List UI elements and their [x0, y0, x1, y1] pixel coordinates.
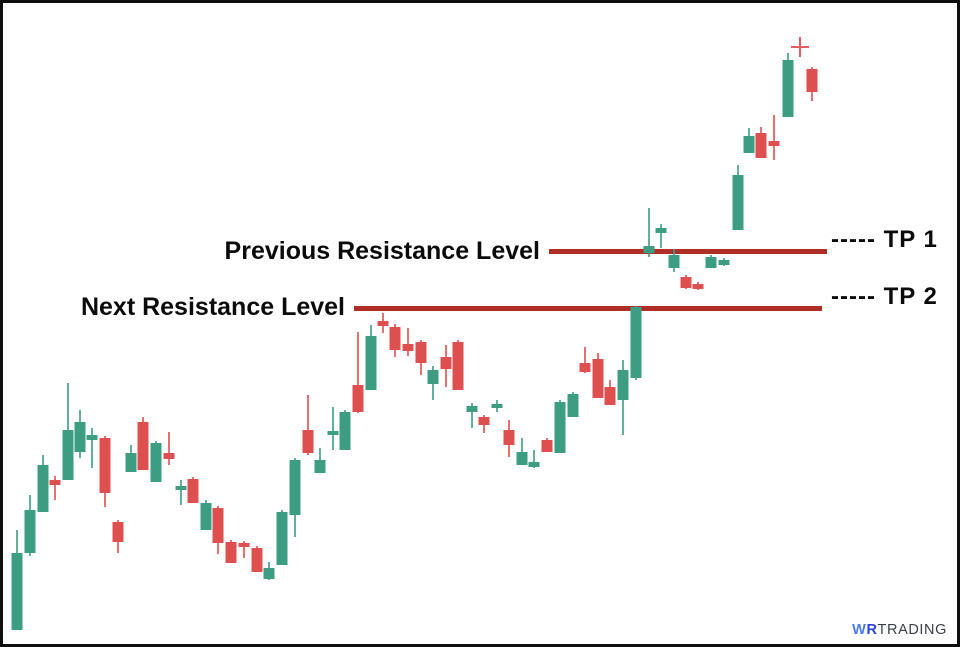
bull-candle [718, 260, 730, 265]
bull-candle [668, 255, 680, 268]
bear-candle [352, 385, 364, 412]
bull-candle [339, 412, 351, 450]
bull-candle [86, 435, 98, 440]
bull-candle [62, 430, 74, 480]
bear-candle [212, 508, 224, 543]
bear-candle [415, 342, 427, 363]
bear-candle [302, 430, 314, 453]
bear-candle [806, 69, 818, 92]
bear-candle [49, 480, 61, 485]
bear-candle [137, 422, 149, 470]
bear-candle [692, 284, 704, 289]
tp2-label: ----- TP 2 [831, 283, 938, 310]
bear-candle [755, 133, 767, 158]
bull-candle [516, 452, 528, 465]
bull-candle [643, 246, 655, 253]
logo-trading-text: TRADING [877, 622, 947, 638]
bull-candle [175, 486, 187, 490]
bull-candle [528, 462, 540, 467]
previous-resistance-label: Previous Resistance Level [224, 237, 540, 265]
bear-candle [592, 359, 604, 398]
logo-letter-r: R [866, 622, 878, 638]
bull-candle [200, 503, 212, 530]
bear-candle [478, 417, 490, 425]
bear-candle [680, 277, 692, 288]
bear-candle [579, 363, 591, 372]
bear-candle [604, 387, 616, 405]
bull-candle [125, 453, 137, 472]
bull-candle [74, 422, 86, 452]
bull-candle [24, 510, 36, 553]
tp1-label: ----- TP 1 [831, 226, 938, 253]
bear-candle [402, 344, 414, 351]
bull-candle [466, 406, 478, 412]
bull-candle [11, 553, 23, 630]
bear-candle [187, 479, 199, 503]
bull-candle [289, 460, 301, 515]
bear-candle [225, 542, 237, 563]
bull-candle [365, 336, 377, 390]
bear-candle [112, 522, 124, 542]
bear-candle [452, 342, 464, 390]
bear-candle [541, 440, 553, 452]
bull-candle [314, 460, 326, 473]
resistance-line [549, 249, 827, 254]
bear-candle [238, 543, 250, 547]
bull-candle [630, 307, 642, 378]
bull-candle [705, 257, 717, 268]
bull-candle [327, 431, 339, 435]
bear-candle [377, 321, 389, 326]
bull-candle [150, 443, 162, 482]
wr-trading-logo: WRTRADING [852, 621, 947, 639]
bull-candle [743, 136, 755, 153]
bear-candle [768, 141, 780, 146]
bull-candle [732, 175, 744, 230]
bull-candle [263, 568, 275, 579]
bear-candle [99, 438, 111, 493]
bull-candle [655, 228, 667, 233]
next-resistance-label: Next Resistance Level [80, 293, 345, 321]
bull-candle [37, 465, 49, 512]
bull-candle [617, 370, 629, 400]
logo-letter-w: W [852, 622, 867, 638]
bear-candle [503, 430, 515, 445]
resistance-line [354, 306, 822, 311]
bull-candle [567, 394, 579, 417]
bear-candle [440, 357, 452, 369]
bull-candle [491, 404, 503, 408]
bull-candle [427, 370, 439, 384]
bull-candle [554, 402, 566, 453]
bear-candle [389, 327, 401, 350]
bear-candle [163, 453, 175, 459]
bear-candle [251, 548, 263, 572]
bull-candle [276, 512, 288, 565]
bull-candle [782, 60, 794, 117]
